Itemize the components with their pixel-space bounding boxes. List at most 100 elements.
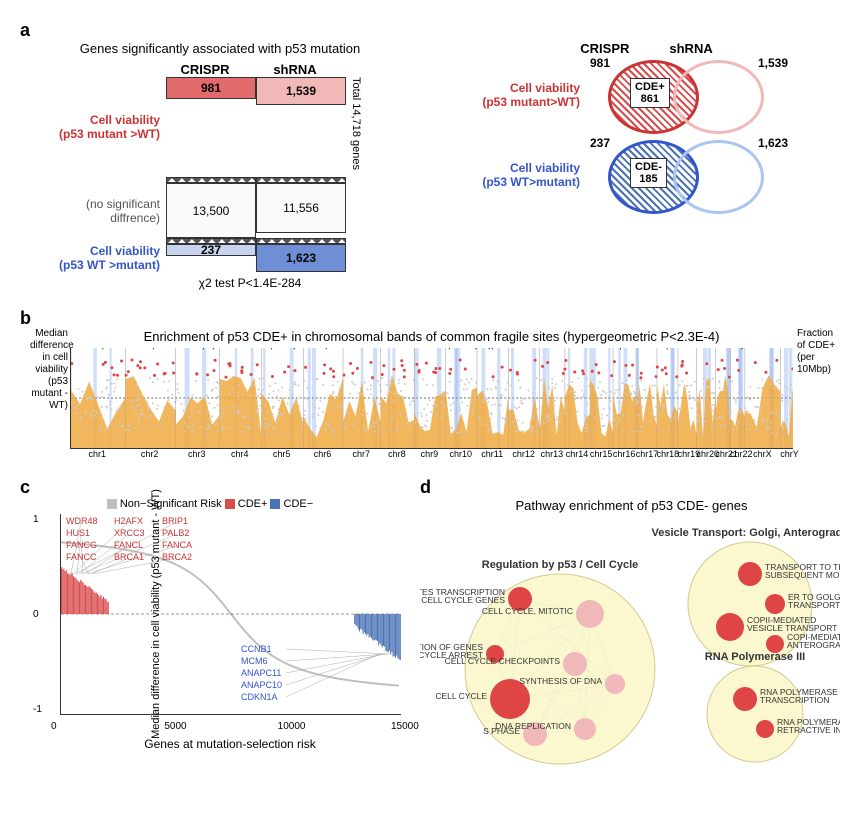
svg-text:OF CELL CYCLE GENES: OF CELL CYCLE GENES: [420, 595, 505, 605]
chromosome-label: chr16: [613, 449, 636, 459]
gene-label-cde-minus: CCNB1: [241, 644, 272, 654]
panel-a-label: a: [20, 20, 30, 40]
y-tick: 1: [33, 514, 39, 525]
gene-label-cde-minus: ANAPC11: [241, 668, 281, 678]
pathway-network: Regulation by p53 / Cell CycleTP53 REGUL…: [420, 519, 840, 779]
gene-label-cde-plus: FANCL: [114, 540, 143, 550]
gene-label-cde-plus: BRIP1: [162, 516, 188, 526]
gene-label-cde-plus: FANCG: [66, 540, 97, 550]
y-tick: 0: [33, 609, 39, 620]
venn-container: CRISPR shRNA Cell viability(p53 mutant>W…: [450, 41, 843, 290]
chromosome-label: chr20: [696, 449, 715, 459]
mosaic-cell: 981: [166, 77, 256, 99]
chromosome-label: chr22: [730, 449, 745, 459]
panel-c-label: c: [20, 477, 30, 497]
legend-text: Non−Significant Risk: [117, 498, 225, 510]
y-tick: -1: [33, 704, 42, 715]
venn-count-left: 237: [590, 136, 610, 150]
yaxis-right-label: Fraction of CDE+ (per 10Mbp): [797, 328, 837, 376]
venn-header-crispr: CRISPR: [580, 41, 629, 56]
venn-count-right: 1,623: [758, 136, 788, 150]
x-tick: 10000: [278, 721, 306, 732]
mosaic-cell: 13,500: [166, 183, 256, 238]
chromosome-label: chr14: [564, 449, 589, 459]
panel-d-title: Pathway enrichment of p53 CDE- genes: [420, 498, 843, 513]
mosaic-row: Cell viability(p53 WT >mutant)2371,623: [20, 244, 420, 272]
venn-diagram: 2371,623CDE-185: [588, 140, 788, 210]
col-header-crispr: CRISPR: [160, 62, 250, 77]
mosaic-footer: χ2 test P<1.4E-284: [160, 276, 340, 290]
gene-label-cde-plus: PALB2: [162, 528, 189, 538]
venn-circle-shrna: [673, 60, 764, 134]
venn-circle-shrna: [673, 140, 764, 214]
gene-label-cde-plus: HUS1: [66, 528, 90, 538]
legend-swatch: [270, 499, 280, 509]
panel-c-section: c Non−Significant Risk CDE+ CDE− Median …: [20, 477, 400, 751]
panel-b-section: b Enrichment of p53 CDE+ in chromosomal …: [20, 308, 843, 459]
x-tick: 15000: [391, 721, 419, 732]
chromosome-labels: chr1chr2chr3chr4chr5chr6chr7chr8chr9chr1…: [70, 449, 793, 459]
svg-text:CELL CYCLE CHECKPOINTS: CELL CYCLE CHECKPOINTS: [445, 656, 561, 666]
chromosome-label: chr5: [261, 449, 303, 459]
mosaic-total-label: Total 14,718 genes: [346, 77, 362, 177]
gene-label-cde-plus: XRCC3: [114, 528, 145, 538]
venn-header-shrna: shRNA: [669, 41, 712, 56]
mosaic-row: (no significantdiffrence)13,50011,556: [20, 183, 420, 238]
mosaic-title: Genes significantly associated with p53 …: [20, 41, 420, 56]
panel-b-label: b: [20, 308, 31, 328]
venn-inner-label: CDE-185: [630, 158, 667, 188]
legend-swatch: [107, 499, 117, 509]
gene-label-cde-plus: FANCA: [162, 540, 192, 550]
rank-xlabel: Genes at mutation-selection risk: [60, 737, 400, 751]
gene-label-cde-minus: MCM6: [241, 656, 268, 666]
chromosome-label: chr6: [303, 449, 343, 459]
chromosome-label: chr19: [678, 449, 697, 459]
col-header-shrna: shRNA: [250, 62, 340, 77]
gene-label-cde-plus: WDR48: [66, 516, 98, 526]
chromosome-label: chr12: [508, 449, 539, 459]
yaxis-left-label: Median difference in cell viability (p53…: [30, 328, 68, 412]
chromosome-label: chr7: [342, 449, 380, 459]
venn-row-label: Cell viability(p53 mutant>WT): [450, 81, 588, 109]
svg-text:Regulation by p53 / Cell Cycle: Regulation by p53 / Cell Cycle: [482, 559, 639, 571]
venn-row-label: Cell viability(p53 WT>mutant): [450, 161, 588, 189]
rank-ylabel: Median difference in cell viability (p53…: [150, 489, 162, 739]
chromosome-label: chr21: [715, 449, 730, 459]
gene-label-cde-plus: H2AFX: [114, 516, 143, 526]
svg-text:CELL CYCLE, MITOTIC: CELL CYCLE, MITOTIC: [482, 606, 573, 616]
gene-label-cde-plus: BRCA1: [114, 552, 144, 562]
x-tick: 0: [51, 721, 57, 732]
mosaic-cell: 1,623: [256, 244, 346, 272]
svg-text:CELL CYCLE: CELL CYCLE: [435, 691, 487, 701]
venn-headers: CRISPR shRNA: [450, 41, 843, 56]
chromosome-label: chr8: [380, 449, 414, 459]
chromosome-label: chr9: [414, 449, 445, 459]
venn-count-left: 981: [590, 56, 610, 70]
chromosome-label: chr10: [445, 449, 476, 459]
venn-count-right: 1,539: [758, 56, 788, 70]
venn-row: Cell viability(p53 WT>mutant)2371,623CDE…: [450, 140, 843, 210]
svg-text:DNA REPLICATION: DNA REPLICATION: [495, 721, 571, 731]
panel-c-legend: Non−Significant Risk CDE+ CDE−: [20, 498, 400, 510]
mosaic-row-label: Cell viability(p53 mutant >WT): [20, 77, 166, 177]
chromosome-label: chrY: [780, 449, 793, 459]
mosaic-col-headers: CRISPR shRNA: [160, 62, 420, 77]
legend-swatch: [225, 499, 235, 509]
chromosome-label: chr18: [657, 449, 678, 459]
x-tick: 5000: [164, 721, 186, 732]
panel-d-section: d Pathway enrichment of p53 CDE- genes R…: [420, 477, 843, 784]
svg-text:RETRACTIVE INITIATION: RETRACTIVE INITIATION: [777, 725, 840, 735]
panel-d-label: d: [420, 477, 431, 497]
svg-text:SUBSEQUENT MODIFICATION: SUBSEQUENT MODIFICATION: [765, 570, 840, 580]
chromosome-label: chr11: [476, 449, 507, 459]
chromosome-label: chr1: [70, 449, 124, 459]
mosaic-cell: 11,556: [256, 183, 346, 233]
chromosome-label: chr3: [175, 449, 219, 459]
chromosome-label: chr2: [124, 449, 174, 459]
mosaic-cell: 1,539: [256, 77, 346, 105]
chromosome-label: chr17: [636, 449, 657, 459]
panel-b-title: Enrichment of p53 CDE+ in chromosomal ba…: [20, 329, 843, 344]
svg-text:Vesicle Transport: Golgi, Ante: Vesicle Transport: Golgi, Anterograde: [651, 527, 840, 539]
chromosome-label: chr13: [539, 449, 564, 459]
mosaic-row: Cell viability(p53 mutant >WT)9811,539To…: [20, 77, 420, 177]
